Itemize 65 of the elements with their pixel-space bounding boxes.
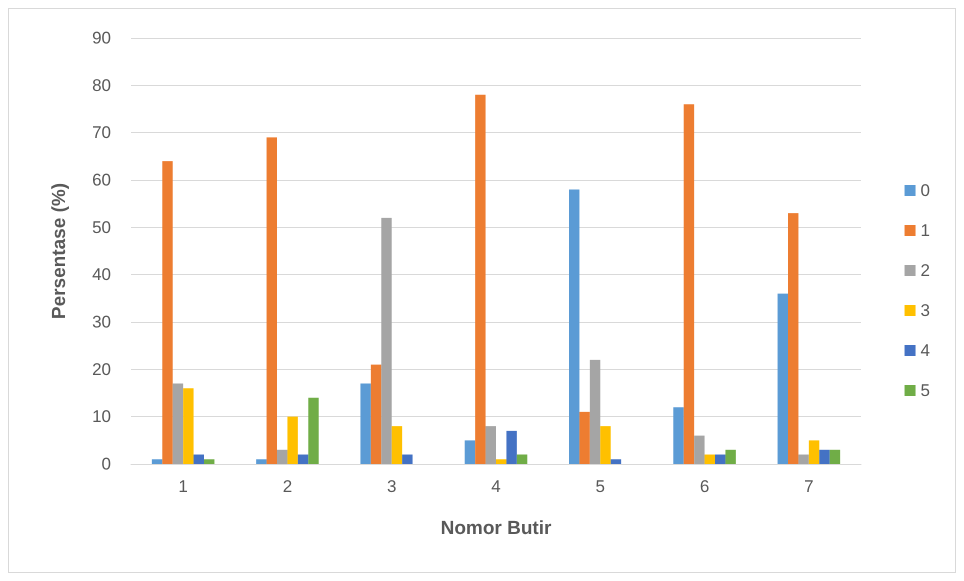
bar [725,450,736,464]
bar [204,459,214,464]
y-axis-title: Persentase (%) [49,182,70,320]
x-tick-label: 6 [700,477,710,496]
legend-label: 0 [920,181,930,200]
bar [819,450,830,464]
bar [392,426,402,464]
x-tick-label: 3 [386,477,396,496]
bar [277,450,288,464]
legend-label: 4 [920,341,930,360]
bar [778,294,788,464]
bar [256,459,267,464]
bar [496,459,506,464]
y-tick-label: 80 [92,76,111,95]
bar [694,436,705,464]
bar [569,189,580,464]
bar [308,398,319,464]
bar [183,388,194,464]
bar [360,384,371,464]
x-tick-label: 4 [491,477,501,496]
bar [486,426,496,464]
y-tick-label: 90 [92,28,111,48]
legend-label: 2 [920,261,930,280]
bar [684,104,694,464]
legend-label: 5 [920,381,930,400]
bar [579,412,590,464]
y-tick-label: 50 [92,218,111,237]
x-axis-title: Nomor Butir [440,518,552,539]
y-tick-label: 40 [92,265,111,284]
bar [704,454,715,464]
legend-label: 3 [920,301,930,320]
bar [162,161,173,464]
x-tick-label: 5 [596,477,606,496]
bar [715,454,726,464]
bar [464,440,476,464]
bar [673,407,684,464]
x-tick-label: 2 [282,477,292,496]
legend-label: 1 [920,221,930,240]
bar [475,94,486,464]
bar [516,454,528,464]
bar [287,416,298,464]
bar [600,426,611,464]
bar [402,454,413,464]
bar [298,454,308,464]
bar [590,360,600,464]
y-tick-label: 30 [92,312,111,332]
bar [172,384,184,464]
bar [830,450,840,464]
x-tick-label: 7 [804,477,814,496]
bar [266,137,277,464]
y-tick-label: 70 [92,123,111,142]
bar [506,430,517,464]
bar [152,459,162,464]
bar [381,218,392,464]
y-tick-label: 60 [92,170,111,190]
y-tick-label: 0 [102,454,111,474]
bar [194,454,204,464]
bar [808,440,820,464]
bar [788,213,798,464]
bar [370,364,382,464]
bar [798,454,809,464]
y-tick-label: 20 [92,360,111,379]
y-tick-label: 10 [92,407,111,426]
x-tick-label: 1 [178,477,188,496]
bar [610,459,622,464]
